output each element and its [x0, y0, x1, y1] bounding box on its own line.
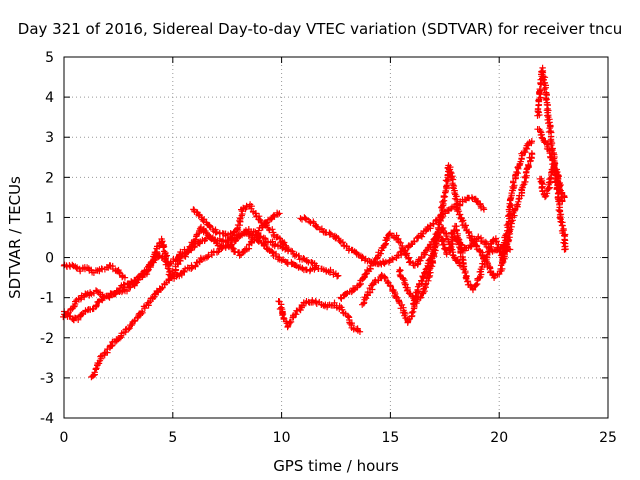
- series-markers: [297, 194, 488, 268]
- series-markers: [60, 209, 283, 321]
- series-arc-11: [448, 229, 514, 255]
- x-tick-label: 10: [273, 430, 291, 446]
- series-arc-4: [60, 209, 283, 321]
- series-markers: [337, 224, 464, 302]
- y-tick-label: 5: [45, 50, 54, 66]
- series-arc-7: [275, 297, 364, 335]
- y-tick-label: -1: [40, 291, 54, 307]
- y-tick-label: -2: [40, 331, 54, 347]
- series-markers: [396, 150, 536, 307]
- y-tick-label: 4: [45, 90, 54, 106]
- series-arc-1: [60, 261, 129, 281]
- series-markers: [448, 229, 514, 255]
- y-tick-label: 3: [45, 130, 54, 146]
- series-arc-8: [337, 224, 464, 302]
- series-markers: [534, 126, 568, 201]
- series-arc-14: [534, 126, 568, 201]
- x-tick-label: 25: [599, 430, 617, 446]
- y-tick-label: -3: [40, 371, 54, 387]
- x-axis-label: GPS time / hours: [273, 457, 399, 475]
- chart-title: Day 321 of 2016, Sidereal Day-to-day VTE…: [18, 20, 622, 38]
- series-arc-6: [297, 194, 488, 268]
- data-points: [60, 64, 569, 381]
- series-arc-10: [396, 150, 536, 307]
- series-markers: [60, 261, 129, 281]
- series-markers: [190, 201, 292, 253]
- x-tick-label: 15: [381, 430, 399, 446]
- series-markers: [536, 161, 569, 253]
- x-tick-label: 0: [60, 430, 69, 446]
- series-arc-13: [536, 161, 569, 253]
- y-tick-label: 0: [45, 251, 54, 267]
- y-tick-label: -4: [40, 411, 54, 427]
- y-tick-label: 1: [45, 210, 54, 226]
- series-arc-5: [190, 201, 292, 253]
- y-axis-label: SDTVAR / TECUs: [6, 176, 24, 299]
- x-tick-label: 20: [490, 430, 508, 446]
- gridlines: [64, 57, 608, 418]
- series-markers: [275, 297, 364, 335]
- x-tick-label: 5: [168, 430, 177, 446]
- y-tick-label: 2: [45, 170, 54, 186]
- plot-frame: [63, 56, 609, 419]
- axis-ticks: 0 5 10 15 20 25 -4 -3 -2 -1 0 1 2 3 4 5: [40, 50, 617, 446]
